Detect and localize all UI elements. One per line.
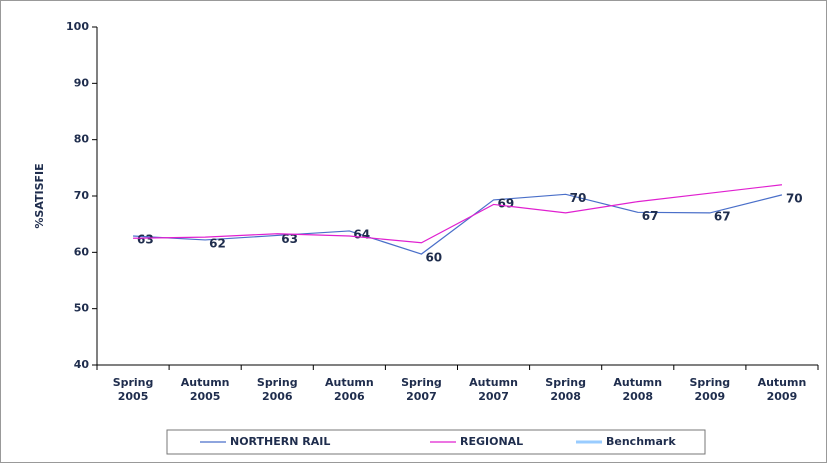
data-label: 67 [714, 209, 731, 223]
x-tick-label: Autumn 2006 [325, 376, 374, 403]
x-tick-label: Autumn 2005 [181, 376, 230, 403]
data-label: 62 [209, 236, 226, 250]
data-label: 69 [498, 196, 515, 210]
legend-label: REGIONAL [460, 435, 523, 448]
data-label: 67 [642, 209, 659, 223]
x-tick-label: Autumn 2008 [613, 376, 662, 403]
x-tick-label: Spring 2008 [545, 376, 586, 403]
x-tick-label: Autumn 2007 [469, 376, 518, 403]
y-tick-label: 60 [74, 245, 90, 258]
series-line [133, 193, 783, 255]
y-tick-label: 40 [74, 358, 90, 371]
data-label: 64 [353, 227, 370, 241]
x-tick-label: Spring 2007 [401, 376, 442, 403]
x-tick-label: Spring 2006 [257, 376, 298, 403]
data-label: 70 [570, 191, 587, 205]
y-tick-label: 50 [74, 302, 90, 315]
y-tick-label: 100 [66, 20, 89, 33]
y-tick-label: 80 [74, 133, 90, 146]
x-tick-label: Autumn 2009 [758, 376, 807, 403]
legend-label: NORTHERN RAIL [230, 435, 330, 448]
data-label: 70 [786, 191, 803, 205]
y-axis-label: %SATISFIE [33, 163, 46, 228]
series-line [133, 184, 783, 244]
y-tick-label: 70 [74, 189, 90, 202]
x-tick-label: Spring 2005 [113, 376, 154, 403]
data-label: 60 [425, 251, 442, 265]
legend-label: Benchmark [606, 435, 676, 448]
data-label: 63 [137, 232, 154, 246]
y-tick-label: 90 [74, 76, 90, 89]
x-tick-label: Spring 2009 [689, 376, 730, 403]
data-label: 63 [281, 232, 298, 246]
